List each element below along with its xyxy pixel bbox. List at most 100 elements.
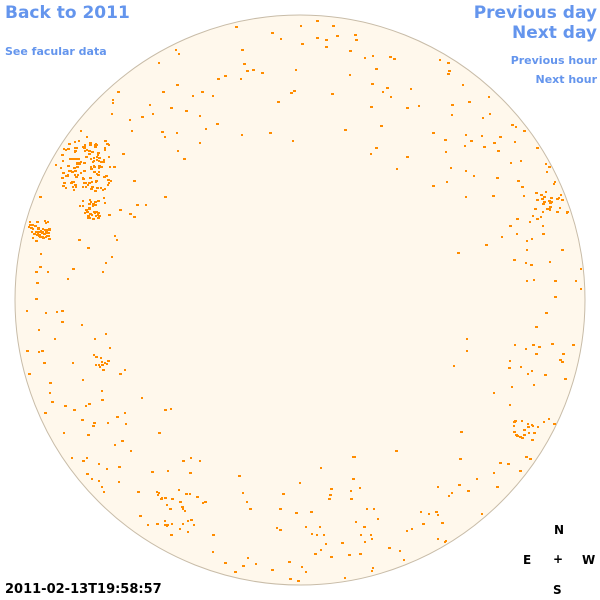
- next-hour-link[interactable]: Next hour: [535, 73, 598, 86]
- facula-point: [99, 366, 101, 368]
- facula-point: [41, 350, 44, 352]
- compass-center: +: [553, 552, 564, 566]
- facula-point: [515, 126, 517, 128]
- facula-point: [190, 457, 192, 459]
- facula-point: [451, 104, 454, 106]
- facula-point: [95, 180, 98, 182]
- facula-point: [62, 185, 65, 187]
- facula-point: [288, 561, 291, 563]
- facula-point: [199, 142, 201, 144]
- facula-point: [224, 75, 227, 77]
- back-to-year-link[interactable]: Back to 2011: [5, 3, 130, 23]
- facula-point: [290, 92, 293, 94]
- facula-point: [566, 211, 569, 213]
- facula-point: [517, 180, 520, 182]
- facula-point: [546, 208, 548, 210]
- faculae-points: [26, 20, 582, 582]
- facula-point: [185, 110, 188, 112]
- facula-point: [109, 347, 111, 349]
- facula-point: [519, 470, 522, 472]
- facula-point: [349, 50, 352, 52]
- facula-point: [130, 450, 132, 452]
- facula-point: [169, 508, 172, 510]
- facula-point: [548, 200, 551, 202]
- facula-point: [533, 432, 536, 434]
- facula-point: [554, 181, 556, 183]
- facula-point: [536, 147, 539, 149]
- facula-point: [28, 226, 30, 228]
- see-facular-data-link[interactable]: See facular data: [5, 45, 107, 58]
- facula-point: [514, 141, 516, 143]
- facula-point: [98, 171, 100, 173]
- facula-point: [45, 222, 47, 224]
- facula-point: [72, 181, 75, 183]
- facula-point: [121, 440, 124, 442]
- facula-point: [48, 229, 51, 231]
- previous-day-link[interactable]: Previous day: [473, 3, 597, 23]
- facula-point: [435, 511, 438, 513]
- facula-point: [89, 199, 91, 201]
- facula-point: [554, 280, 557, 282]
- facula-point: [330, 556, 333, 558]
- facula-point: [145, 204, 147, 206]
- facula-point: [42, 231, 44, 233]
- facula-point: [70, 182, 73, 184]
- facula-point: [473, 175, 475, 177]
- previous-hour-link[interactable]: Previous hour: [510, 54, 597, 67]
- facula-point: [559, 359, 562, 361]
- facula-point: [523, 130, 526, 132]
- facula-point: [388, 547, 391, 549]
- facula-point: [45, 312, 47, 314]
- facula-point: [81, 324, 83, 326]
- facula-point: [352, 478, 355, 480]
- facula-point: [316, 20, 319, 22]
- facula-point: [98, 157, 101, 159]
- facula-point: [80, 172, 82, 174]
- facula-point: [289, 578, 292, 580]
- facula-point: [432, 185, 435, 187]
- facula-point: [437, 486, 439, 488]
- facula-point: [98, 480, 100, 482]
- facula-point: [91, 186, 94, 188]
- facula-point: [465, 134, 467, 136]
- next-day-link[interactable]: Next day: [512, 23, 597, 43]
- facula-point: [465, 196, 467, 198]
- compass-north: N: [554, 523, 565, 537]
- facula-point: [531, 439, 534, 441]
- facula-point: [528, 432, 530, 434]
- facula-point: [366, 508, 368, 510]
- facula-point: [320, 467, 322, 469]
- facula-point: [246, 70, 249, 72]
- facula-point: [32, 237, 34, 239]
- facula-point: [355, 521, 357, 523]
- facula-point: [104, 202, 106, 204]
- facula-point: [107, 422, 109, 424]
- facula-point: [525, 348, 527, 350]
- facula-point: [511, 386, 513, 388]
- facula-point: [216, 123, 219, 125]
- facula-point: [113, 166, 116, 168]
- facula-point: [92, 218, 95, 220]
- facula-point: [523, 429, 526, 431]
- facula-point: [513, 431, 516, 433]
- facula-point: [428, 513, 430, 515]
- facula-point: [62, 160, 64, 162]
- facula-point: [541, 198, 544, 200]
- facula-point: [84, 144, 86, 146]
- facula-point: [185, 493, 188, 495]
- facula-point: [546, 171, 548, 173]
- facula-point: [529, 458, 532, 460]
- facula-point: [297, 580, 300, 582]
- facula-point: [45, 231, 48, 233]
- facula-point: [85, 156, 88, 158]
- facula-point: [44, 220, 46, 222]
- facula-point: [350, 498, 353, 500]
- facula-point: [448, 495, 450, 497]
- facula-point: [89, 177, 92, 179]
- facula-point: [101, 399, 104, 401]
- facula-point: [89, 142, 92, 144]
- facula-point: [35, 231, 38, 233]
- facula-point: [363, 526, 366, 528]
- facula-point: [98, 165, 101, 167]
- facula-point: [101, 361, 103, 363]
